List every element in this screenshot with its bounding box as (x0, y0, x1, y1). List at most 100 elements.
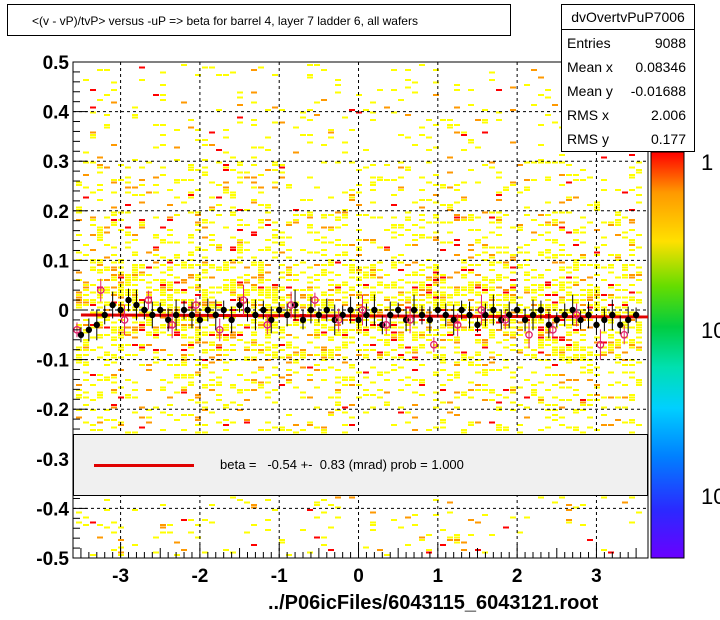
hist-cell (258, 261, 264, 264)
hist-cell (496, 226, 502, 229)
hist-cell (622, 274, 628, 276)
hist-cell (433, 236, 439, 239)
hist-cell (496, 119, 502, 121)
hist-cell (524, 189, 530, 191)
hist-cell (181, 281, 187, 284)
hist-cell (622, 501, 628, 504)
profile-points (73, 278, 640, 361)
hist-cell (83, 524, 89, 526)
hist-cell (489, 361, 495, 364)
hist-cell (636, 246, 642, 249)
hist-cell (104, 126, 110, 129)
hist-cell (545, 256, 551, 259)
hist-cell (174, 179, 180, 181)
hist-cell (517, 349, 523, 351)
hist-cell (83, 331, 89, 334)
hist-cell (468, 519, 474, 521)
hist-cell (293, 431, 299, 434)
hist-cell (258, 299, 264, 301)
hist-cell (377, 179, 383, 181)
hist-cell (237, 209, 243, 211)
hist-cell (608, 334, 614, 336)
hist-cell (482, 109, 488, 111)
hist-cell (601, 346, 607, 349)
hist-cell (230, 306, 236, 309)
hist-cell (293, 371, 299, 374)
hist-cell (587, 371, 593, 374)
hist-cell (391, 111, 397, 114)
hist-cell (223, 181, 229, 184)
hist-cell (447, 411, 453, 414)
hist-cell (167, 269, 173, 271)
hist-cell (510, 86, 516, 89)
hist-cell (447, 286, 453, 289)
hist-cell (608, 346, 614, 349)
hist-cell (209, 349, 215, 351)
hist-cell (503, 266, 509, 269)
hist-cell (510, 286, 516, 289)
hist-cell (111, 356, 117, 359)
hist-cell (111, 376, 117, 379)
hist-cell (223, 166, 229, 169)
hist-cell (440, 221, 446, 224)
hist-cell (321, 69, 327, 71)
hist-cell (545, 249, 551, 251)
hist-cell (132, 289, 138, 291)
hist-cell (97, 336, 103, 339)
hist-cell (615, 221, 621, 224)
hist-cell (160, 241, 166, 244)
stats-row-mean-x: Mean x 0.08346 (562, 54, 694, 78)
hist-cell (90, 429, 96, 431)
hist-cell (181, 354, 187, 356)
hist-cell (475, 306, 481, 309)
hist-cell (265, 391, 271, 394)
hist-cell (496, 321, 502, 324)
hist-cell (405, 299, 411, 301)
hist-cell (90, 131, 96, 134)
hist-cell (552, 291, 558, 294)
hist-cell (202, 384, 208, 386)
hist-cell (475, 341, 481, 344)
stats-row-rms-x: RMS x 2.006 (562, 102, 694, 126)
hist-cell (629, 421, 635, 424)
hist-cell (335, 311, 341, 314)
hist-cell (419, 346, 425, 349)
hist-cell (202, 256, 208, 259)
hist-cell (125, 231, 131, 234)
data-point (339, 311, 346, 319)
hist-cell (321, 316, 327, 319)
hist-cell (489, 289, 495, 291)
hist-cell (314, 354, 320, 356)
hist-cell (454, 374, 460, 376)
data-point (577, 316, 584, 324)
hist-cell (167, 219, 173, 221)
hist-cell (517, 264, 523, 266)
hist-cell (251, 199, 257, 201)
hist-cell (482, 389, 488, 391)
hist-cell (167, 204, 173, 206)
hist-cell (475, 301, 481, 304)
hist-cell (538, 234, 544, 236)
hist-cell (412, 369, 418, 371)
hist-cell (426, 351, 432, 354)
hist-cell (552, 351, 558, 354)
hist-cell (321, 349, 327, 351)
hist-cell (244, 209, 250, 211)
hist-cell (608, 224, 614, 226)
hist-cell (272, 251, 278, 254)
hist-cell (454, 254, 460, 256)
hist-cell (342, 331, 348, 334)
hist-cell (97, 231, 103, 234)
hist-cell (76, 184, 82, 186)
hist-cell (622, 216, 628, 219)
hist-cell (524, 186, 530, 189)
hist-cell (335, 284, 341, 286)
hist-cell (482, 211, 488, 214)
hist-cell (307, 119, 313, 121)
hist-cell (349, 269, 355, 271)
hist-cell (454, 319, 460, 321)
hist-cell (181, 414, 187, 416)
hist-cell (629, 189, 635, 191)
hist-cell (279, 356, 285, 359)
hist-cell (398, 279, 404, 281)
